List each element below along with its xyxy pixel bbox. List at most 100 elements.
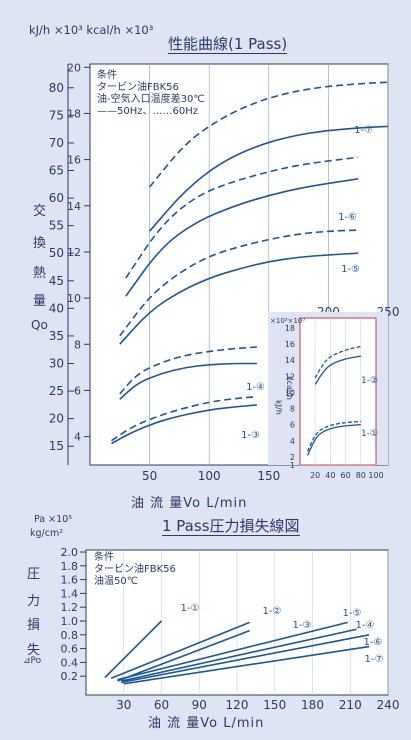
inset-plot-area — [299, 317, 377, 466]
y-axis-char-1: 交 — [33, 204, 47, 219]
performance-chart-title: 性能曲線(1 Pass) — [168, 35, 288, 54]
kcal-tick-label: 20 — [67, 61, 81, 74]
kj-tick-label: 75 — [49, 108, 64, 122]
inset-y-tick-label: 14 — [285, 356, 295, 365]
pressure-legend-line-1: タービン油FBK56 — [94, 562, 176, 575]
y-axis-char-2: 換 — [33, 236, 47, 251]
kj-tick-label: 50 — [49, 246, 64, 260]
performance-series-label: 1-⑦ — [354, 125, 373, 136]
inset-series-line — [314, 355, 361, 385]
kj-tick-label: 25 — [49, 384, 64, 398]
pressure-y-tick-label: 1.8 — [61, 560, 79, 573]
performance-series-line — [119, 362, 257, 400]
kj-tick-label: 70 — [49, 136, 64, 150]
performance-series-line — [148, 81, 389, 188]
legend-line-3: ——50Hz、……60Hz — [97, 106, 198, 117]
performance-x-axis-label: 油 流 量Vo L/min — [131, 496, 248, 511]
pressure-series-line — [104, 620, 163, 679]
y-unit-label-top: kJ/h ×10³ kcal/h ×10³ — [29, 23, 154, 37]
kcal-tick-label: 12 — [67, 246, 81, 259]
pressure-y-tick-label: 0.2 — [61, 670, 79, 683]
pressure-series-line — [121, 628, 357, 682]
kcal-tick-label: 10 — [67, 292, 81, 305]
inset-series-label: 1-② — [361, 376, 378, 386]
kj-tick-label: 40 — [49, 301, 64, 315]
pressure-chart-title: 1 Pass圧力損失線図 — [162, 517, 300, 536]
pressure-y-char-4: 失 — [27, 643, 41, 658]
inset-series-line — [307, 420, 361, 452]
y-axis-char-4: 量 — [33, 294, 47, 309]
pressure-x-axis-label: 油 流 量Vo L/min — [148, 716, 265, 731]
performance-x-tick-label: 100 — [198, 469, 221, 483]
pressure-series-label: 1-④ — [356, 620, 375, 631]
performance-series-line — [119, 229, 359, 337]
inset-y-tick-label: 12 — [285, 372, 295, 381]
kj-tick-label: 15 — [49, 439, 64, 453]
pressure-y-tick-label: 2.0 — [61, 546, 79, 559]
kj-tick-label: 20 — [49, 412, 64, 426]
inset-x-tick-label: 80 — [356, 471, 366, 480]
pressure-y-char-1: 圧 — [27, 567, 41, 582]
pressure-series-line — [121, 634, 370, 684]
performance-series-label: 1-⑥ — [338, 212, 357, 223]
pressure-legend-line-2: 油温50℃ — [94, 574, 138, 587]
pressure-y-tick-label: 1.4 — [61, 587, 79, 600]
pressure-x-tick-label: 150 — [263, 698, 286, 712]
inset-ylabel-right: kcal/h — [285, 376, 294, 400]
kj-tick-label: 65 — [49, 164, 64, 178]
pressure-series-label: 1-② — [263, 606, 282, 617]
pressure-y-unit-pa: Pa ×10⁵ — [34, 514, 72, 525]
inset-y-tick-label: 1 — [290, 461, 295, 470]
pressure-y-tick-label: 0.6 — [61, 643, 79, 656]
pressure-y-tick-label: 1.0 — [61, 615, 79, 628]
legend-line-2: 油-空気入口温度差30℃ — [97, 92, 205, 105]
performance-series-line — [125, 178, 359, 297]
inset-series-label: 1-① — [361, 429, 378, 439]
legend-line-1: タービン油FBK56 — [97, 80, 179, 93]
pressure-y-char-5: ⊿Po — [23, 656, 42, 666]
inset-x-tick-label: 40 — [325, 471, 335, 480]
inset-x-tick-label: 20 — [310, 471, 320, 480]
inset-y-tick-label: 4 — [290, 437, 295, 446]
performance-series-line — [119, 346, 257, 395]
pressure-series-line — [123, 645, 370, 685]
inset-ylabel-left: kJ/h — [274, 400, 283, 415]
pressure-x-tick-label: 210 — [339, 698, 362, 712]
pressure-y-tick-label: 0.8 — [61, 629, 79, 642]
performance-series-label: 1-③ — [241, 430, 260, 441]
kj-tick-label: 55 — [49, 219, 64, 233]
pressure-y-char-2: 力 — [27, 594, 41, 609]
pressure-x-tick-label: 180 — [301, 698, 324, 712]
inset-y-tick-label: 10 — [285, 388, 295, 397]
performance-series-label: 1-⑤ — [341, 264, 360, 275]
performance-series-line — [148, 125, 389, 232]
pressure-x-tick-label: 60 — [154, 698, 169, 712]
performance-series-line — [119, 252, 359, 345]
performance-series-line — [111, 404, 257, 445]
pressure-x-tick-label: 30 — [116, 698, 131, 712]
inset-y-tick-label: 6 — [290, 421, 295, 430]
inset-series-line — [307, 424, 361, 456]
kcal-tick-label: 18 — [67, 107, 81, 120]
kj-tick-label: 60 — [49, 191, 64, 205]
kj-tick-label: 35 — [49, 329, 64, 343]
inset-y-tick-label: 8 — [290, 405, 295, 414]
pressure-x-tick-label: 240 — [377, 698, 400, 712]
performance-series-label: 1-④ — [246, 382, 265, 393]
pressure-legend-heading: 条件 — [94, 550, 114, 563]
inset-unit-label: ×10³×10³ — [270, 317, 305, 325]
kcal-tick-label: 4 — [74, 431, 81, 444]
y-axis-char-3: 熱 — [33, 266, 47, 281]
inset-x-tick-label: 100 — [368, 471, 383, 480]
pressure-y-char-3: 損 — [27, 618, 41, 633]
kj-tick-label: 80 — [49, 81, 64, 95]
inset-y-tick-label: 18 — [285, 324, 295, 333]
pressure-series-label: 1-⑦ — [365, 654, 384, 665]
pressure-series-line — [117, 629, 250, 682]
performance-series-line — [111, 395, 257, 442]
inset-x-tick-label: 60 — [341, 471, 351, 480]
pressure-y-tick-label: 1.2 — [61, 601, 79, 614]
kcal-tick-label: 16 — [67, 154, 81, 167]
pressure-y-tick-label: 0.4 — [61, 656, 79, 669]
performance-series-line — [125, 156, 359, 279]
